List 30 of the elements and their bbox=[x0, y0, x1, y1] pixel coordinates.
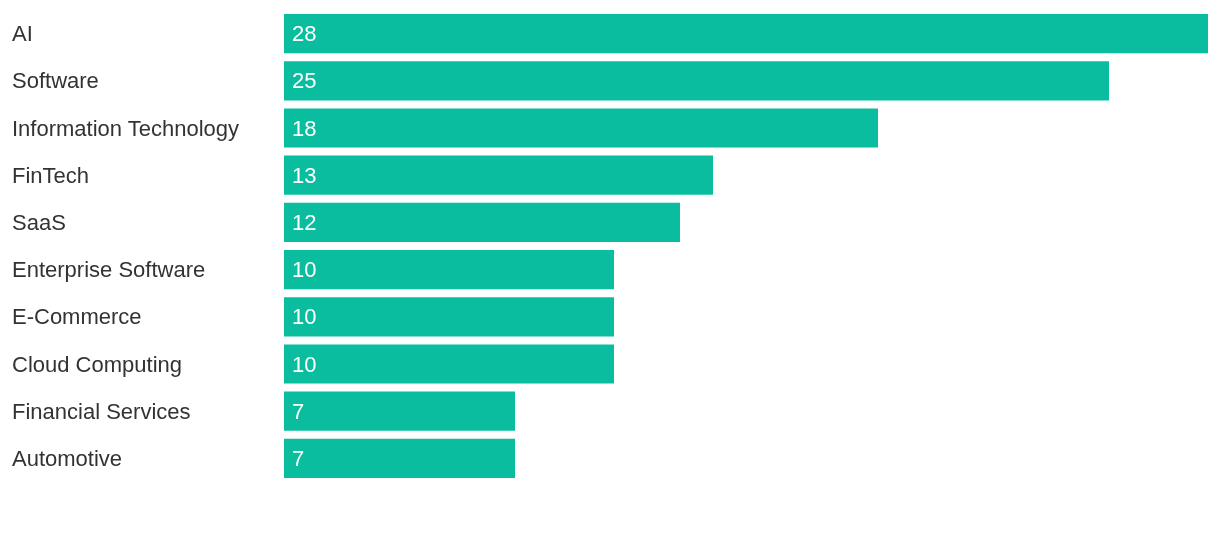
data-label: 18 bbox=[292, 115, 317, 141]
y-tick-label: Financial Services bbox=[12, 398, 191, 424]
y-tick-label: AI bbox=[12, 21, 33, 47]
data-label: 10 bbox=[292, 351, 317, 377]
y-tick-label: E-Commerce bbox=[12, 304, 142, 330]
bar bbox=[284, 391, 515, 431]
y-tick-label: Automotive bbox=[12, 445, 123, 471]
y-tick-label: Information Technology bbox=[12, 115, 240, 141]
data-label: 10 bbox=[292, 257, 317, 283]
y-tick-label: SaaS bbox=[12, 209, 66, 235]
bar bbox=[284, 202, 680, 242]
data-label: 28 bbox=[292, 21, 317, 47]
bar bbox=[284, 250, 614, 290]
data-label: 7 bbox=[292, 398, 305, 424]
data-label: 13 bbox=[292, 162, 317, 188]
data-label: 25 bbox=[292, 68, 317, 94]
y-tick-label: Cloud Computing bbox=[12, 351, 182, 377]
bar bbox=[284, 297, 614, 337]
y-tick-label: Enterprise Software bbox=[12, 257, 206, 283]
data-label: 10 bbox=[292, 304, 317, 330]
bar bbox=[284, 14, 1208, 54]
data-label: 7 bbox=[292, 445, 305, 471]
bar bbox=[284, 344, 614, 384]
bar bbox=[284, 108, 878, 148]
data-label: 12 bbox=[292, 209, 317, 235]
bar bbox=[284, 438, 515, 478]
y-tick-label: Software bbox=[12, 68, 99, 94]
bar bbox=[284, 61, 1109, 101]
y-tick-label: FinTech bbox=[12, 162, 90, 188]
bar bbox=[284, 155, 713, 195]
